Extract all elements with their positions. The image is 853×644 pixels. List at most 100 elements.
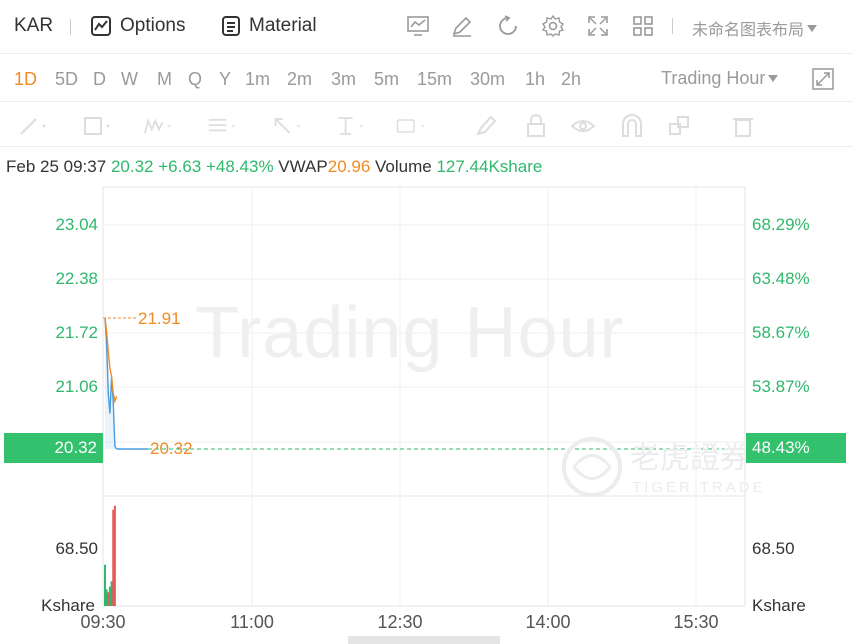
magnet-icon[interactable] bbox=[619, 114, 649, 138]
period-tab-d[interactable]: D bbox=[93, 69, 106, 89]
volume-label: Volume bbox=[375, 157, 432, 176]
volume-bar bbox=[108, 586, 111, 606]
options-icon bbox=[91, 16, 111, 36]
period-selector: Trading Hour 1D 5D D W M Q Y 1m 2m 3m 5m 15m 30m 1h 2h bbox=[0, 56, 853, 102]
period-tab-30m[interactable]: 30m bbox=[470, 69, 506, 89]
drawing-toolbar bbox=[0, 103, 853, 147]
period-tab-15m[interactable]: 15m bbox=[417, 69, 453, 89]
vwap-line bbox=[104, 318, 118, 404]
period-tab-m[interactable]: M bbox=[157, 69, 172, 89]
fullscreen-icon[interactable] bbox=[586, 14, 610, 38]
symbol-label: KAR bbox=[14, 15, 54, 36]
quote-date: Feb 25 09:37 bbox=[6, 157, 107, 176]
rectangle-tool-icon[interactable] bbox=[82, 114, 112, 138]
chevron-down-icon bbox=[768, 75, 779, 82]
x-tick-label: 12:30 bbox=[377, 612, 423, 632]
gear-icon[interactable] bbox=[541, 14, 565, 38]
chart-grid bbox=[102, 186, 746, 607]
divider bbox=[672, 18, 673, 34]
current-pct-tag-right: 48.43% bbox=[746, 433, 846, 463]
volume-value: 127.44Kshare bbox=[436, 157, 543, 176]
volume-axis-right-value: 68.50 bbox=[752, 539, 795, 558]
x-tick-label: 09:30 bbox=[80, 612, 126, 632]
quote-change-pct: +48.43% bbox=[205, 157, 274, 176]
chevron-down-icon bbox=[807, 24, 818, 32]
x-tick-label: 14:00 bbox=[525, 612, 571, 632]
period-tab-y[interactable]: Y bbox=[219, 69, 232, 89]
layers-icon[interactable] bbox=[667, 114, 697, 138]
arrow-tool-icon[interactable] bbox=[272, 114, 302, 138]
refresh-icon[interactable] bbox=[496, 14, 520, 38]
period-tab-3m[interactable]: 3m bbox=[331, 69, 357, 89]
chart-scroll-handle[interactable] bbox=[348, 636, 500, 644]
layout-dropdown[interactable]: 未命名图表布局 bbox=[692, 16, 818, 40]
logo-en: TIGER TRADE bbox=[632, 479, 766, 496]
intraday-chart[interactable]: Trading Hour 老虎證券 TIGER TRADE 23.04 22.38… bbox=[0, 184, 853, 644]
period-tab-2m[interactable]: 2m bbox=[287, 69, 313, 89]
period-tab-w[interactable]: W bbox=[121, 69, 138, 89]
trash-icon[interactable] bbox=[731, 114, 761, 138]
high-price-label: 21.91 bbox=[138, 309, 181, 328]
volume-axis-left-value: 68.50 bbox=[55, 539, 98, 558]
period-tab-5m[interactable]: 5m bbox=[374, 69, 400, 89]
volume-bar bbox=[113, 505, 116, 606]
price-lines bbox=[103, 317, 745, 450]
y-tick-right: 58.67% bbox=[752, 323, 810, 342]
logo-cn: 老虎證券 bbox=[630, 441, 750, 476]
y-tick-right: 63.48% bbox=[752, 269, 810, 288]
period-tab-5d[interactable]: 5D bbox=[55, 69, 79, 89]
y-tick-right: 68.29% bbox=[752, 215, 810, 234]
x-tick-label: 15:30 bbox=[673, 612, 719, 632]
material-icon bbox=[222, 16, 240, 36]
line-tool-icon[interactable] bbox=[18, 114, 48, 138]
chart-icon[interactable] bbox=[406, 14, 430, 38]
grid-icon[interactable] bbox=[631, 14, 655, 38]
material-button[interactable]: Material bbox=[221, 14, 317, 38]
volume-bar bbox=[104, 564, 106, 606]
x-tick-label: 11:00 bbox=[230, 612, 274, 632]
vwap-label: VWAP bbox=[278, 157, 328, 176]
y-tick-left: 23.04 bbox=[55, 215, 98, 234]
volume-bars bbox=[104, 505, 116, 606]
plot-frame bbox=[102, 186, 746, 607]
fib-tool-icon[interactable] bbox=[207, 114, 237, 138]
volume-bar bbox=[110, 581, 113, 606]
measure-tool-icon[interactable] bbox=[335, 114, 365, 138]
period-tab-2h[interactable]: 2h bbox=[561, 69, 582, 89]
volume-bar bbox=[107, 592, 110, 606]
trading-hour-label: Trading Hour bbox=[661, 68, 766, 88]
lock-icon[interactable] bbox=[523, 114, 553, 138]
volume-unit-left: Kshare bbox=[41, 596, 95, 615]
quote-info-bar: Feb 25 09:37 20.32 +6.63 +48.43% VWAP20.… bbox=[6, 157, 542, 177]
trading-hour-dropdown[interactable]: Trading Hour bbox=[661, 68, 779, 89]
volume-bar bbox=[112, 509, 115, 606]
chart-plot[interactable] bbox=[0, 184, 853, 644]
y-tick-left: 22.38 bbox=[55, 269, 98, 288]
price-line bbox=[104, 318, 118, 450]
options-button[interactable]: Options bbox=[90, 14, 185, 38]
y-tick-left: 21.72 bbox=[55, 323, 98, 342]
current-price-label: 20.32 bbox=[150, 439, 193, 458]
period-tab-1m[interactable]: 1m bbox=[245, 69, 271, 89]
eye-icon[interactable] bbox=[570, 114, 600, 138]
brush-icon[interactable] bbox=[474, 114, 504, 138]
volume-unit-right: Kshare bbox=[752, 596, 806, 615]
edit-icon[interactable] bbox=[450, 14, 474, 38]
expand-icon[interactable] bbox=[812, 68, 834, 90]
period-tab-q[interactable]: Q bbox=[188, 69, 203, 89]
quote-change: +6.63 bbox=[158, 157, 202, 176]
volume-bar bbox=[105, 589, 108, 606]
pattern-tool-icon[interactable] bbox=[143, 114, 173, 138]
y-tick-right: 53.87% bbox=[752, 377, 810, 396]
quote-price: 20.32 bbox=[110, 157, 154, 176]
header-toolbar: KAR Options Material 未命名图表布局 bbox=[0, 0, 853, 54]
tiger-trade-logo: 老虎證券 TIGER TRADE bbox=[562, 437, 766, 497]
current-price-tag-left: 20.32 bbox=[4, 433, 103, 463]
vwap-value: 20.96 bbox=[327, 157, 371, 176]
material-label: Material bbox=[249, 15, 317, 36]
period-tab-1d[interactable]: 1D bbox=[14, 69, 38, 89]
text-tool-icon[interactable] bbox=[396, 114, 426, 138]
options-label: Options bbox=[120, 15, 186, 36]
period-tab-1h[interactable]: 1h bbox=[525, 69, 546, 89]
divider bbox=[70, 19, 71, 35]
